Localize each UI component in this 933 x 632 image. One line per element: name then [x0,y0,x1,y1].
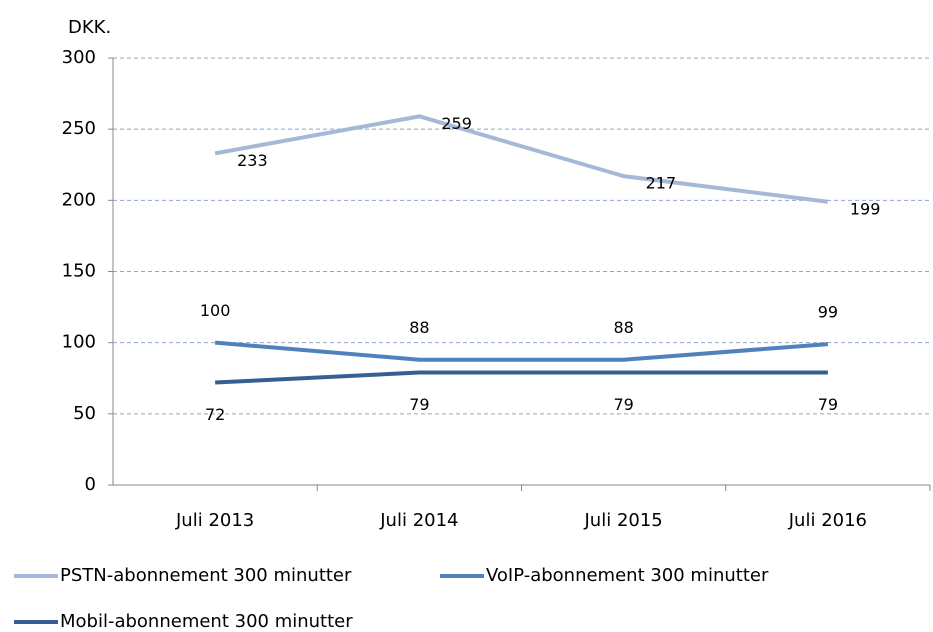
data-label: 233 [237,151,268,170]
data-label: 199 [850,199,881,218]
data-label: 88 [409,318,429,337]
x-tick-label: Juli 2015 [584,510,663,531]
data-label: 72 [205,405,225,424]
series-line [214,114,829,204]
legend-label: Mobil-abonnement 300 minutter [60,611,353,632]
series-line [215,370,828,385]
y-axis-label: DKK. [68,17,111,38]
x-tick-label: Juli 2014 [379,510,458,531]
y-tick-label: 50 [73,403,96,424]
y-tick-label: 200 [62,189,96,210]
data-label: 99 [818,303,838,322]
data-label: 88 [613,318,633,337]
x-tick-label: Juli 2016 [788,510,867,531]
data-label: 79 [409,395,429,414]
y-tick-label: 0 [85,474,96,495]
y-tick-label: 150 [62,261,96,282]
y-tick-label: 300 [62,47,96,68]
data-label: 100 [200,301,231,320]
y-tick-label: 250 [62,118,96,139]
legend-label: VoIP-abonnement 300 minutter [486,565,769,586]
series-line [214,340,829,362]
legend-label: PSTN-abonnement 300 minutter [60,565,352,586]
data-label: 217 [646,174,677,193]
data-label: 259 [441,114,472,133]
y-tick-label: 100 [62,332,96,353]
data-label: 79 [818,395,838,414]
x-tick-label: Juli 2013 [175,510,254,531]
data-label: 79 [613,395,633,414]
